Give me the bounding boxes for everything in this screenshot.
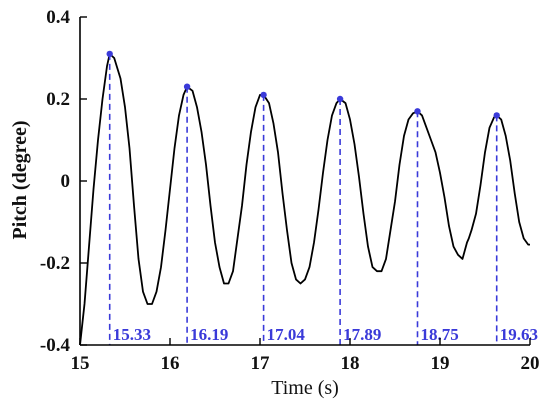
peak-time-label: 18.75 bbox=[421, 325, 459, 344]
peak-marker bbox=[336, 95, 344, 103]
y-tick-label: 0.2 bbox=[46, 89, 70, 110]
peak-time-label: 15.33 bbox=[113, 325, 151, 344]
pitch-series-line bbox=[79, 53, 530, 346]
peak-marker bbox=[106, 50, 113, 58]
x-tick-label: 20 bbox=[521, 353, 540, 374]
y-tick-label: 0.4 bbox=[46, 7, 70, 28]
y-tick-label: 0 bbox=[61, 171, 71, 192]
x-tick-label: 16 bbox=[161, 353, 180, 374]
peak-time-label: 17.04 bbox=[267, 325, 306, 344]
y-axis-title: Pitch (degree) bbox=[9, 120, 31, 239]
peak-time-label: 17.89 bbox=[343, 325, 381, 344]
peak-marker bbox=[493, 112, 500, 119]
axes: 15 16 17 18 19 20 -0.4 -0.2 0 0.2 0.4 bbox=[40, 7, 540, 374]
x-tick-label: 19 bbox=[431, 353, 450, 374]
x-tick-label: 18 bbox=[341, 353, 360, 374]
peak-time-label: 16.19 bbox=[190, 325, 228, 344]
peak-marker bbox=[414, 108, 421, 115]
plot-area: 15.33 16.19 17.04 17.89 18.75 19.63 bbox=[79, 50, 538, 346]
x-axis-title: Time (s) bbox=[271, 377, 339, 399]
peak-time-label: 19.63 bbox=[500, 325, 538, 344]
x-tick-label: 15 bbox=[71, 353, 90, 374]
x-tick-label: 17 bbox=[251, 353, 271, 374]
peak-marker bbox=[183, 83, 191, 90]
y-tick-label: -0.2 bbox=[40, 253, 70, 274]
y-tick-label: -0.4 bbox=[40, 335, 71, 356]
peak-marker bbox=[260, 91, 267, 99]
